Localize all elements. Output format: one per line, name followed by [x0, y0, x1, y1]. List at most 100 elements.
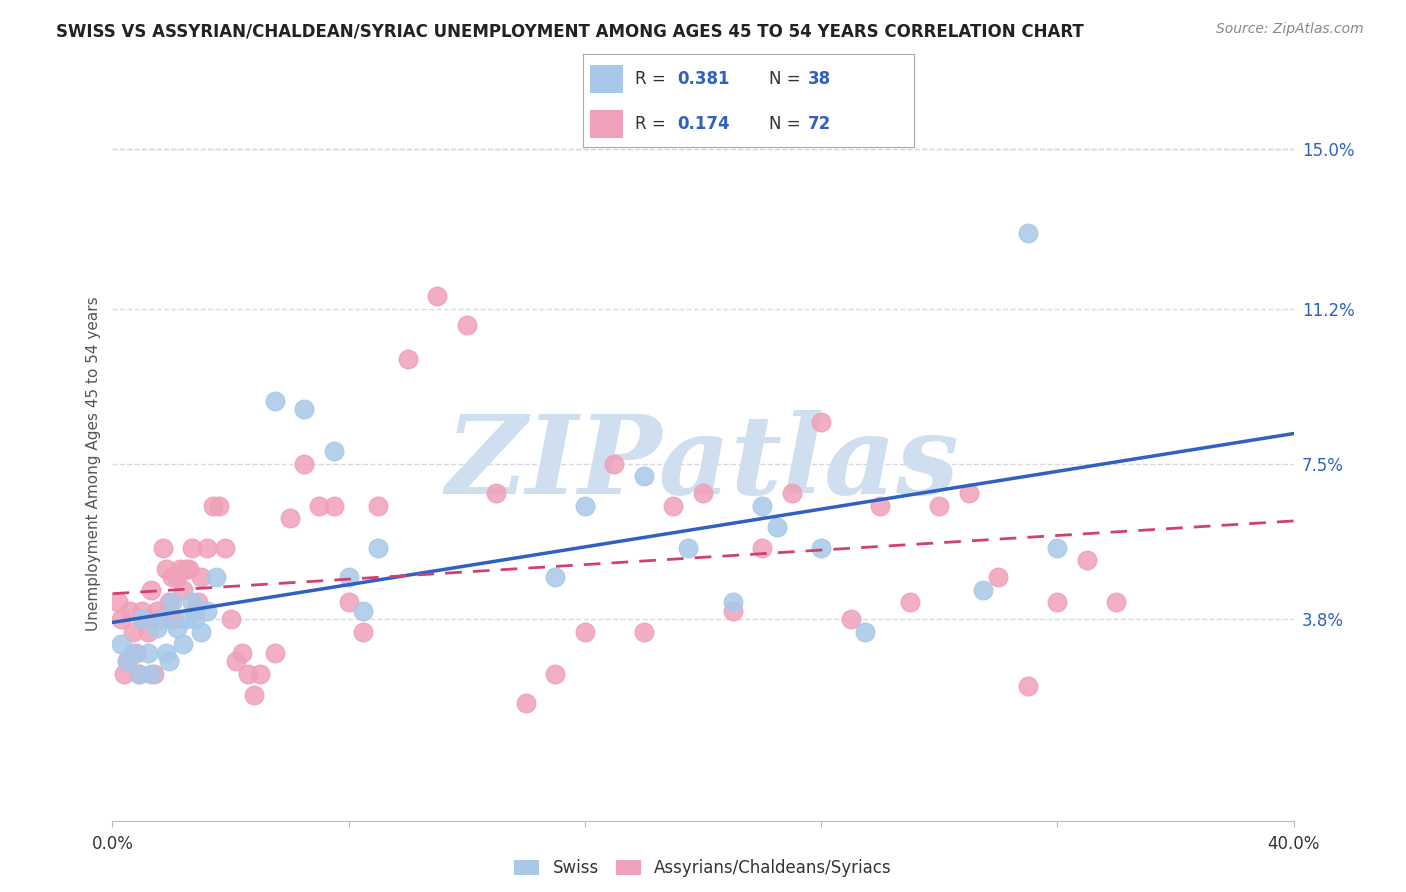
Point — [120, 604, 142, 618]
FancyBboxPatch shape — [591, 110, 623, 138]
Point — [869, 499, 891, 513]
Point — [117, 654, 138, 668]
Point — [456, 318, 478, 333]
Point — [633, 469, 655, 483]
Point — [179, 562, 201, 576]
Point — [169, 562, 191, 576]
Point — [146, 621, 169, 635]
Point — [110, 612, 132, 626]
Point — [352, 624, 374, 639]
Point — [1017, 679, 1039, 693]
Point — [112, 666, 135, 681]
Point — [898, 595, 921, 609]
Y-axis label: Unemployment Among Ages 45 to 54 years: Unemployment Among Ages 45 to 54 years — [86, 296, 101, 632]
Point — [122, 646, 145, 660]
Point — [367, 541, 389, 555]
Point — [1105, 595, 1128, 609]
Point — [184, 604, 207, 618]
Point — [249, 666, 271, 681]
Text: N =: N = — [769, 115, 806, 133]
Point — [163, 612, 186, 626]
Point — [721, 604, 744, 618]
Point — [166, 570, 188, 584]
Point — [396, 351, 419, 366]
Text: SWISS VS ASSYRIAN/CHALDEAN/SYRIAC UNEMPLOYMENT AMONG AGES 45 TO 54 YEARS CORRELA: SWISS VS ASSYRIAN/CHALDEAN/SYRIAC UNEMPL… — [56, 22, 1084, 40]
Point — [152, 541, 174, 555]
Point — [603, 457, 626, 471]
Point — [174, 562, 197, 576]
Point — [264, 393, 287, 408]
Point — [195, 604, 218, 618]
Point — [780, 486, 803, 500]
Text: Source: ZipAtlas.com: Source: ZipAtlas.com — [1216, 22, 1364, 37]
Point — [485, 486, 508, 500]
Text: 38: 38 — [808, 70, 831, 87]
Point — [128, 666, 150, 681]
Point — [205, 570, 228, 584]
Point — [751, 499, 773, 513]
Point — [855, 624, 877, 639]
Point — [515, 696, 537, 710]
Point — [139, 666, 162, 681]
Point — [131, 604, 153, 618]
Point — [928, 499, 950, 513]
Point — [134, 612, 156, 626]
Point — [107, 595, 129, 609]
Point — [142, 666, 165, 681]
Text: ZIPatlas: ZIPatlas — [446, 410, 960, 517]
Point — [160, 570, 183, 584]
Point — [149, 612, 172, 626]
Point — [574, 624, 596, 639]
Point — [157, 595, 180, 609]
Point — [264, 646, 287, 660]
Point — [172, 582, 194, 597]
Point — [181, 595, 204, 609]
Point — [426, 289, 449, 303]
Point — [323, 444, 346, 458]
Point — [323, 499, 346, 513]
Point — [201, 499, 224, 513]
Point — [1046, 595, 1069, 609]
Point — [214, 541, 236, 555]
Point — [139, 582, 162, 597]
Point — [292, 457, 315, 471]
Point — [692, 486, 714, 500]
Point — [243, 688, 266, 702]
Point — [187, 595, 209, 609]
Point — [367, 499, 389, 513]
FancyBboxPatch shape — [591, 65, 623, 93]
Point — [633, 624, 655, 639]
Point — [136, 624, 159, 639]
Point — [1076, 553, 1098, 567]
Point — [152, 612, 174, 626]
Text: R =: R = — [634, 70, 671, 87]
Point — [662, 499, 685, 513]
Text: 0.381: 0.381 — [678, 70, 730, 87]
Point — [751, 541, 773, 555]
Legend: Swiss, Assyrians/Chaldeans/Syriacs: Swiss, Assyrians/Chaldeans/Syriacs — [508, 853, 898, 884]
Point — [166, 621, 188, 635]
Point — [308, 499, 330, 513]
Point — [122, 624, 145, 639]
Point — [157, 654, 180, 668]
Point — [1046, 541, 1069, 555]
Point — [225, 654, 247, 668]
Point — [957, 486, 980, 500]
Point — [155, 646, 177, 660]
Point — [352, 604, 374, 618]
Point — [190, 624, 212, 639]
Point — [721, 595, 744, 609]
Point — [128, 666, 150, 681]
Text: R =: R = — [634, 115, 671, 133]
Point — [544, 666, 567, 681]
Point — [155, 562, 177, 576]
Point — [172, 637, 194, 651]
Point — [544, 570, 567, 584]
Point — [678, 541, 700, 555]
Text: 0.174: 0.174 — [678, 115, 730, 133]
Point — [160, 595, 183, 609]
Point — [131, 612, 153, 626]
Text: N =: N = — [769, 70, 806, 87]
Point — [125, 646, 148, 660]
Point — [181, 541, 204, 555]
